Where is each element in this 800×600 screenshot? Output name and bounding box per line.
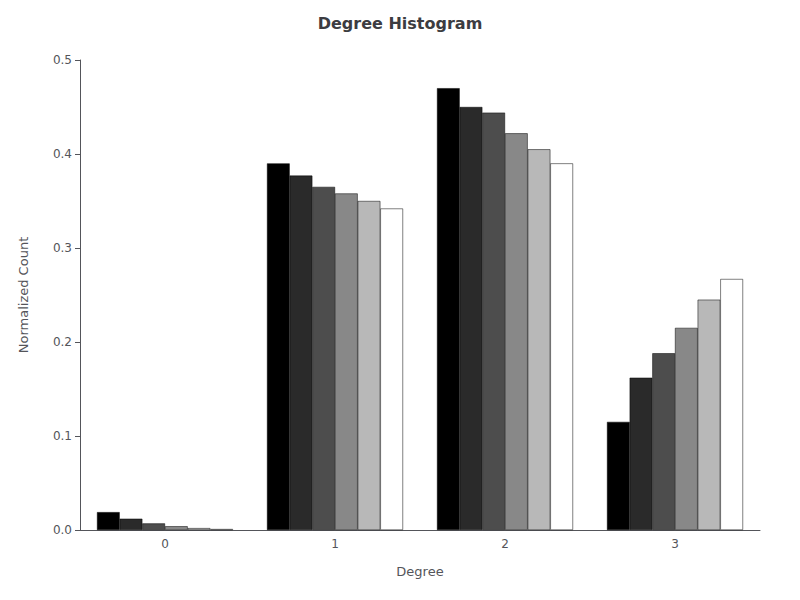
svg-text:3: 3: [671, 537, 679, 551]
svg-text:2: 2: [501, 537, 509, 551]
svg-text:Degree Histogram: Degree Histogram: [318, 14, 483, 33]
svg-text:1: 1: [331, 537, 339, 551]
svg-text:0: 0: [161, 537, 169, 551]
svg-text:0.2: 0.2: [53, 335, 72, 349]
svg-text:Normalized Count: Normalized Count: [16, 237, 31, 353]
svg-text:0.3: 0.3: [53, 241, 72, 255]
svg-text:0.5: 0.5: [53, 53, 72, 67]
svg-text:0.4: 0.4: [53, 147, 72, 161]
svg-text:0.0: 0.0: [53, 523, 72, 537]
svg-text:Degree: Degree: [396, 564, 443, 579]
svg-text:0.1: 0.1: [53, 429, 72, 443]
